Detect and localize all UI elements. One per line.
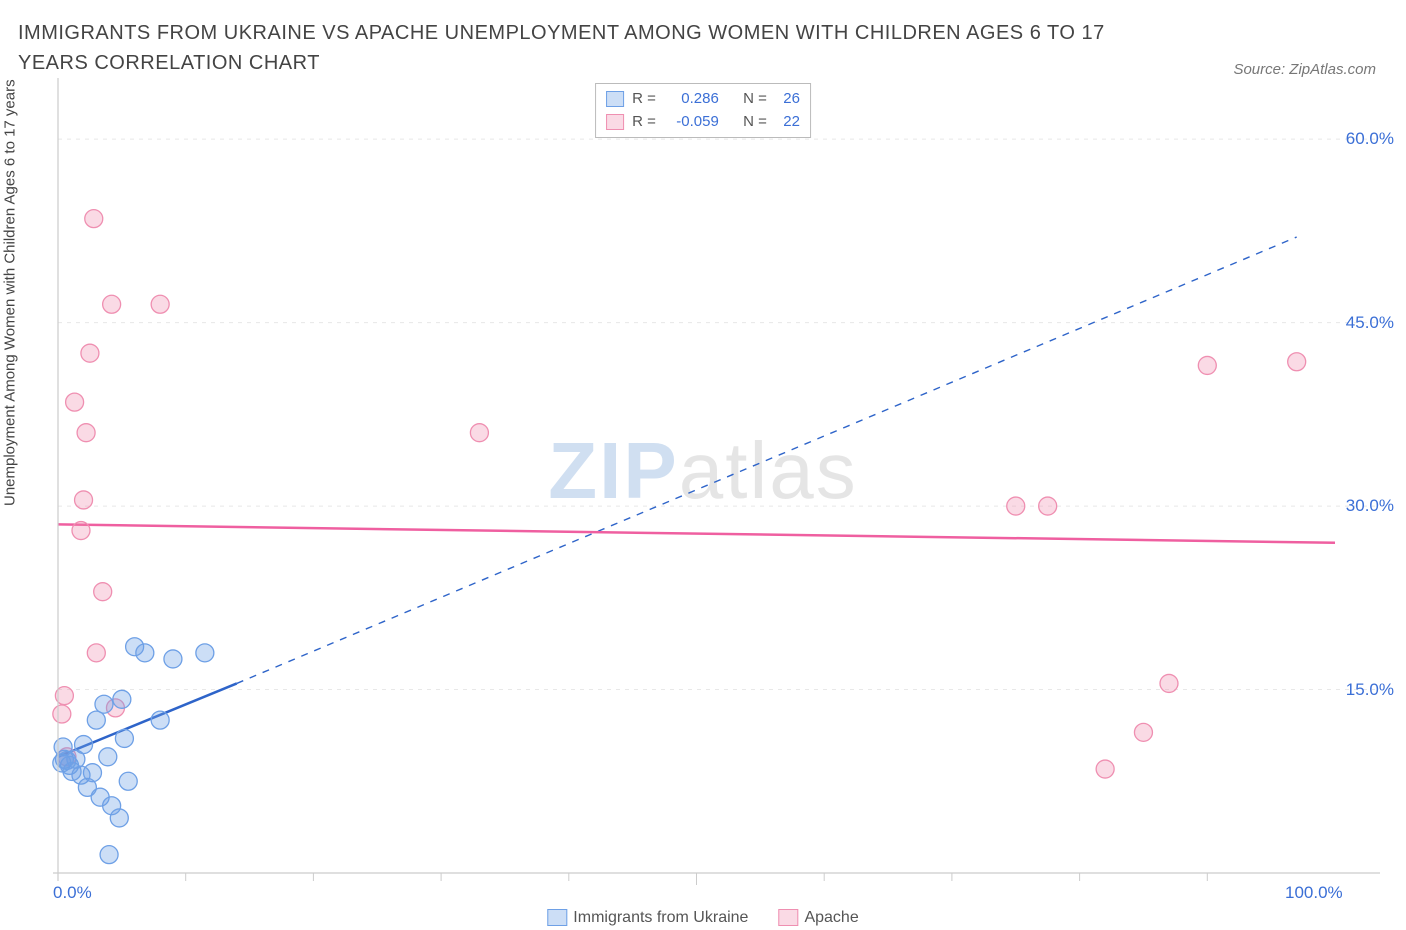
y-tick-label: 15.0% [1346, 680, 1394, 700]
legend-r-value: -0.059 [664, 111, 719, 134]
legend-r-label: R = [632, 111, 656, 134]
legend-stat-row: R = -0.059 N = 22 [606, 111, 800, 134]
legend-n-value: 26 [775, 88, 800, 111]
legend-swatch [606, 91, 624, 107]
plot-area: Unemployment Among Women with Children A… [0, 78, 1406, 930]
legend-r-value: 0.286 [664, 88, 719, 111]
y-tick-label: 45.0% [1346, 313, 1394, 333]
legend-series: Immigrants from Ukraine Apache [547, 909, 858, 927]
legend-correlation-box: R = 0.286 N = 26 R = -0.059 N = 22 [595, 83, 811, 138]
legend-n-label: N = [743, 111, 767, 134]
legend-swatch [606, 114, 624, 130]
y-tick-label: 60.0% [1346, 129, 1394, 149]
legend-n-value: 22 [775, 111, 800, 134]
legend-swatch [778, 909, 798, 926]
legend-stat-row: R = 0.286 N = 26 [606, 88, 800, 111]
legend-r-label: R = [632, 88, 656, 111]
legend-series-item: Apache [778, 909, 858, 927]
legend-series-label: Apache [804, 909, 858, 926]
y-tick-label: 30.0% [1346, 496, 1394, 516]
x-tick-label: 0.0% [53, 883, 92, 903]
legend-swatch [547, 909, 567, 926]
chart-svg [0, 78, 1406, 930]
legend-series-item: Immigrants from Ukraine [547, 909, 748, 927]
legend-series-label: Immigrants from Ukraine [573, 909, 748, 926]
x-tick-label: 100.0% [1285, 883, 1343, 903]
source-label: Source: ZipAtlas.com [1233, 61, 1376, 78]
chart-title: IMMIGRANTS FROM UKRAINE VS APACHE UNEMPL… [18, 18, 1168, 78]
legend-n-label: N = [743, 88, 767, 111]
header-row: IMMIGRANTS FROM UKRAINE VS APACHE UNEMPL… [0, 0, 1406, 78]
